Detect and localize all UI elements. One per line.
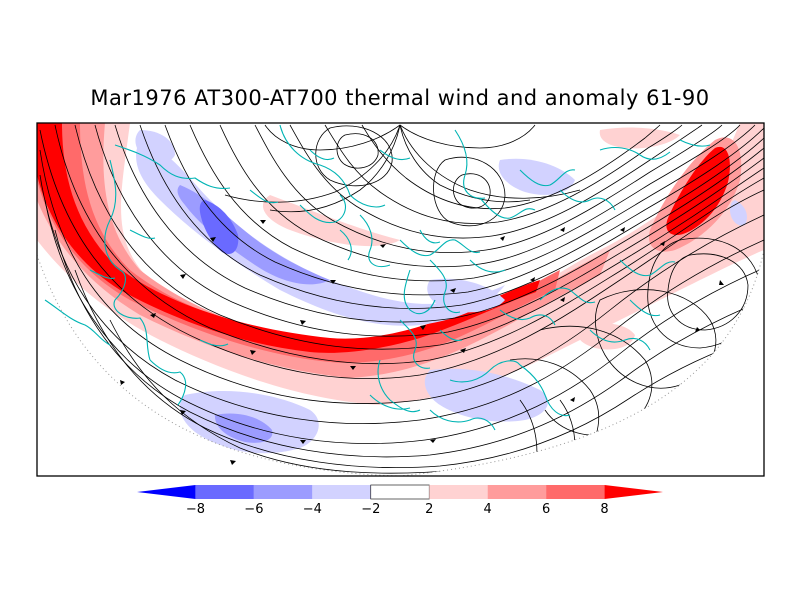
colorbar-segment bbox=[370, 484, 430, 500]
map-frame bbox=[36, 122, 765, 477]
colorbar: −8 −6 −4 −2 2 4 6 8 bbox=[137, 484, 663, 517]
anomaly-shading bbox=[37, 123, 764, 454]
colorbar-tick-label: 4 bbox=[484, 502, 492, 517]
map-title: Mar1976 AT300-AT700 thermal wind and ano… bbox=[90, 86, 710, 110]
colorbar-segment bbox=[195, 485, 254, 499]
colorbar-tick-label: −2 bbox=[361, 502, 380, 517]
colorbar-tick-label: 6 bbox=[542, 502, 550, 517]
colorbar-tick-label: 2 bbox=[425, 502, 433, 517]
streamlines bbox=[39, 124, 764, 474]
colorbar-tick-label: −6 bbox=[244, 502, 263, 517]
colorbar-segment bbox=[312, 485, 371, 499]
flow-arrows bbox=[120, 220, 724, 465]
colorbar-tick-label: −4 bbox=[303, 502, 322, 517]
colorbar-segment bbox=[429, 485, 488, 499]
colorbar-segment bbox=[137, 485, 196, 499]
colorbar-tick-label: −8 bbox=[186, 502, 205, 517]
colorbar-tick-label: 8 bbox=[600, 502, 608, 517]
colorbar-segment bbox=[604, 485, 663, 499]
colorbar-segment bbox=[253, 485, 313, 499]
colorbar-segment bbox=[546, 485, 605, 499]
colorbar-segment bbox=[487, 485, 547, 499]
hemisphere-edge bbox=[37, 249, 764, 476]
coastlines bbox=[44, 124, 711, 431]
